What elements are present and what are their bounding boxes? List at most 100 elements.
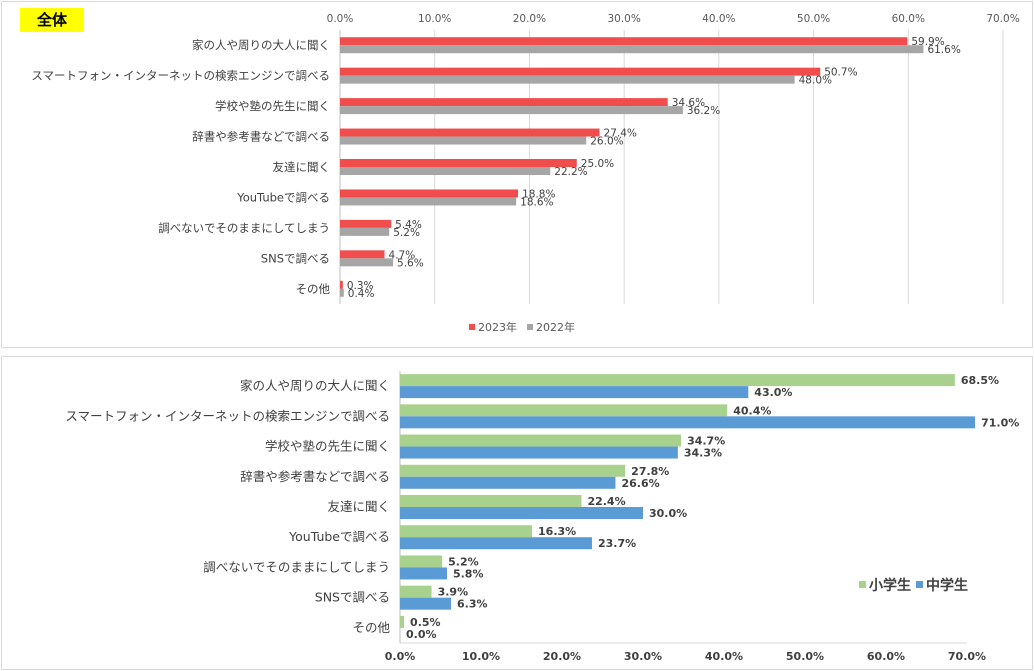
bar-series-2 xyxy=(400,567,447,580)
school-level-chart: 0.0% 10.0% 20.0% 30.0% 40.0% 50.0% 60.0% 70.0% 家… xyxy=(65,371,1019,663)
data-label: 25.0% xyxy=(581,158,614,170)
data-label: 34.7% xyxy=(687,435,725,448)
data-label: 27.8% xyxy=(631,465,669,478)
legend-swatch xyxy=(527,324,533,330)
bar-series-2 xyxy=(400,476,616,489)
x-tick-label: 0.0% xyxy=(327,13,354,25)
bar-series-1 xyxy=(400,464,626,477)
legend-swatch xyxy=(859,581,866,588)
data-label: 22.2% xyxy=(554,166,587,178)
legend-label: 中学生 xyxy=(926,577,968,594)
data-label: 16.3% xyxy=(538,525,576,538)
category-label: 家の人や周りの大人に聞く xyxy=(192,38,330,52)
x-tick-label: 30.0% xyxy=(624,650,662,663)
data-label: 43.0% xyxy=(754,386,792,399)
data-label: 23.7% xyxy=(598,537,636,550)
bar-series-2 xyxy=(340,45,924,54)
category-label: その他 xyxy=(352,620,390,635)
x-tick-label: 20.0% xyxy=(543,650,581,663)
data-label: 4.7% xyxy=(389,249,416,261)
x-tick-label: 60.0% xyxy=(867,650,905,663)
data-label: 3.9% xyxy=(438,586,469,599)
category-label: 辞書や参考書などで調べる xyxy=(192,130,330,144)
x-tick-label: 20.0% xyxy=(513,13,546,25)
bar-series-2 xyxy=(340,75,795,84)
x-tick-label: 40.0% xyxy=(705,650,743,663)
data-label: 5.8% xyxy=(453,567,484,580)
bar-series-2 xyxy=(340,136,587,145)
bar-series-2 xyxy=(340,106,683,115)
chart-panel-overall: 全体 0.0% 10.0% 20.0% 30.0% 40.0% 50.0% 60.0% 70.… xyxy=(1,1,1033,348)
x-tick-label: 70.0% xyxy=(986,13,1019,25)
bar-series-2 xyxy=(400,537,592,550)
category-label: 学校や塾の先生に聞く xyxy=(215,99,330,113)
data-label: 68.5% xyxy=(961,374,999,387)
data-label: 30.0% xyxy=(649,507,687,520)
category-label: スマートフォン・インターネットの検索エンジンで調べる xyxy=(31,69,330,83)
legend-swatch xyxy=(916,581,923,588)
data-label: 61.6% xyxy=(927,44,960,56)
category-label: 友達に聞く xyxy=(273,160,331,174)
chart-panel-school-level: 0.0% 10.0% 20.0% 30.0% 40.0% 50.0% 60.0% 70.0% 家… xyxy=(1,356,1033,670)
category-label: 調べないでそのままにしてしまう xyxy=(203,559,390,574)
bar-series-1 xyxy=(340,37,908,46)
x-tick-label: 10.0% xyxy=(418,13,451,25)
bar-series-2 xyxy=(400,597,452,610)
data-label: 5.2% xyxy=(393,227,420,239)
data-label: 36.2% xyxy=(687,105,720,117)
bar-series-1 xyxy=(400,434,682,447)
bar-series-1 xyxy=(400,525,533,538)
data-label: 22.4% xyxy=(587,495,625,508)
data-label: 34.3% xyxy=(684,447,722,460)
data-label: 0.3% xyxy=(347,280,374,292)
data-label: 26.6% xyxy=(621,477,659,490)
bar-series-1 xyxy=(340,159,577,167)
bar-series-1 xyxy=(340,280,343,289)
bar-series-2 xyxy=(400,416,976,429)
bar-series-2 xyxy=(340,167,551,175)
data-label: 5.4% xyxy=(395,219,422,231)
category-label: SNSで調べる xyxy=(261,251,330,265)
bar-series-2 xyxy=(340,288,344,297)
bar-series-2 xyxy=(340,227,390,236)
data-label: 0.5% xyxy=(410,616,441,629)
category-label: SNSで調べる xyxy=(315,590,390,605)
bar-series-2 xyxy=(400,386,749,399)
bar-series-2 xyxy=(340,197,517,206)
data-label: 71.0% xyxy=(981,416,1019,429)
bar-series-1 xyxy=(400,615,405,628)
data-label: 50.7% xyxy=(824,67,857,79)
data-label: 6.3% xyxy=(457,598,488,611)
category-label: 学校や塾の先生に聞く xyxy=(265,439,390,454)
category-label: スマートフォン・インターネットの検索エンジンで調べる xyxy=(65,408,390,423)
legend-swatch xyxy=(469,324,475,330)
bar-series-2 xyxy=(340,258,394,267)
bar-series-1 xyxy=(400,585,432,598)
data-label: 27.4% xyxy=(604,128,637,140)
x-tick-label: 10.0% xyxy=(462,650,500,663)
x-tick-label: 40.0% xyxy=(702,13,735,25)
data-label: 48.0% xyxy=(799,75,832,87)
x-tick-label: 60.0% xyxy=(892,13,925,25)
data-label: 26.0% xyxy=(590,136,623,148)
bar-series-1 xyxy=(340,219,392,228)
bar-series-1 xyxy=(340,189,519,198)
x-tick-label: 70.0% xyxy=(948,650,986,663)
category-label: 友達に聞く xyxy=(327,499,390,514)
data-label: 5.6% xyxy=(397,257,424,269)
data-label: 5.2% xyxy=(448,555,479,568)
bar-series-1 xyxy=(400,555,443,568)
category-label: YouTubeで調べる xyxy=(288,529,390,544)
legend-label: 2023年 xyxy=(478,320,517,334)
data-label: 40.4% xyxy=(733,404,771,417)
overall-chart: 0.0% 10.0% 20.0% 30.0% 40.0% 50.0% 60.0% 70.0% 家… xyxy=(31,13,1019,334)
overall-badge: 全体 xyxy=(20,8,84,32)
bar-series-1 xyxy=(340,128,600,137)
x-tick-label: 30.0% xyxy=(607,13,640,25)
category-label: 家の人や周りの大人に聞く xyxy=(240,378,390,393)
x-tick-label: 50.0% xyxy=(797,13,830,25)
data-label: 18.8% xyxy=(522,188,555,200)
bar-series-1 xyxy=(340,67,821,76)
category-label: 辞書や参考書などで調べる xyxy=(240,469,390,484)
category-label: YouTubeで調べる xyxy=(236,190,330,204)
